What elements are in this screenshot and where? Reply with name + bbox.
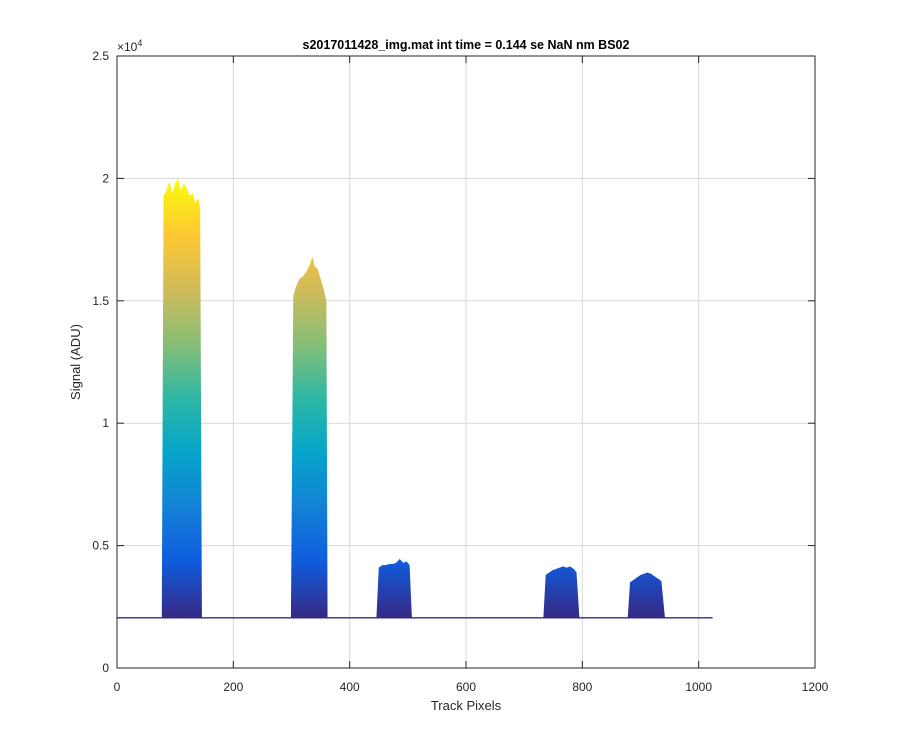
x-axis-label: Track Pixels bbox=[431, 698, 502, 713]
y-tick-label: 1 bbox=[102, 416, 109, 430]
y-tick-label: 2 bbox=[102, 171, 109, 185]
x-tick-label: 200 bbox=[223, 680, 243, 694]
x-tick-label: 600 bbox=[456, 680, 476, 694]
data-layer bbox=[117, 178, 713, 619]
y-exponent-power: 4 bbox=[137, 38, 142, 48]
y-ticks: 0 0.5 1 1.5 2 2.5 bbox=[92, 49, 815, 675]
y-tick-label: 2.5 bbox=[92, 49, 109, 63]
x-tick-label: 1000 bbox=[685, 680, 712, 694]
y-axis-label: Signal (ADU) bbox=[68, 324, 83, 400]
chart-title: s2017011428_img.mat int time = 0.144 se … bbox=[303, 38, 630, 52]
grid-lines bbox=[117, 56, 815, 668]
y-tick-label: 1.5 bbox=[92, 294, 109, 308]
y-tick-label: 0.5 bbox=[92, 539, 109, 553]
x-tick-label: 1200 bbox=[802, 680, 829, 694]
x-tick-label: 800 bbox=[572, 680, 592, 694]
x-tick-label: 400 bbox=[340, 680, 360, 694]
y-exponent-base: ×10 bbox=[117, 40, 138, 54]
signal-peak-1 bbox=[161, 178, 202, 618]
signal-peak-4 bbox=[543, 566, 580, 618]
signal-peak-2 bbox=[290, 256, 328, 618]
signal-peak-5 bbox=[627, 572, 665, 618]
y-exponent-label: ×104 bbox=[117, 38, 142, 54]
x-ticks: 0 200 400 600 800 1000 1200 bbox=[114, 56, 829, 694]
signal-peak-3 bbox=[376, 559, 412, 618]
x-tick-label: 0 bbox=[114, 680, 121, 694]
y-tick-label: 0 bbox=[102, 661, 109, 675]
